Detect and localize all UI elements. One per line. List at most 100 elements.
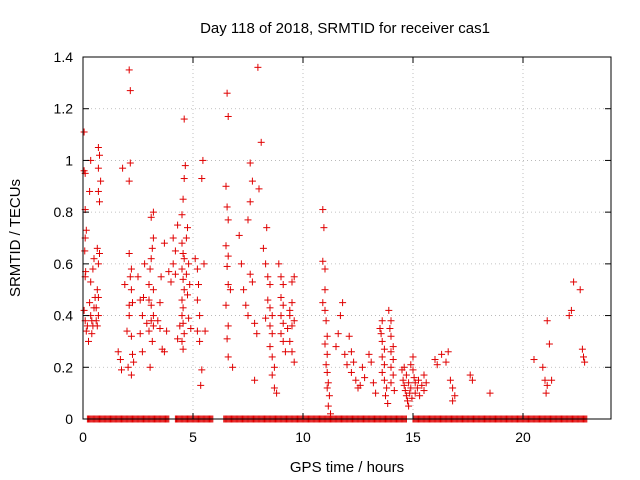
data-point xyxy=(226,286,234,294)
data-point xyxy=(387,363,395,371)
data-point xyxy=(185,260,193,268)
data-point xyxy=(336,312,344,320)
data-point xyxy=(581,358,589,366)
data-point xyxy=(96,250,103,258)
data-point xyxy=(86,187,94,195)
data-point xyxy=(376,325,384,332)
data-point xyxy=(93,322,101,330)
data-point xyxy=(224,252,232,260)
data-point xyxy=(279,319,287,327)
data-point xyxy=(264,273,272,281)
data-point xyxy=(146,265,154,273)
data-point xyxy=(290,273,298,281)
data-point xyxy=(179,319,187,327)
data-point xyxy=(442,358,450,366)
data-point xyxy=(409,366,417,374)
data-point xyxy=(415,376,422,384)
data-point xyxy=(389,356,397,364)
data-point xyxy=(347,368,355,376)
data-point xyxy=(277,293,285,301)
data-point xyxy=(251,319,259,327)
data-point xyxy=(141,260,149,268)
data-point xyxy=(93,286,101,294)
data-point xyxy=(268,312,276,320)
data-point xyxy=(160,239,168,247)
data-point xyxy=(378,337,386,345)
data-point xyxy=(182,270,190,278)
data-point xyxy=(254,63,262,71)
data-point xyxy=(431,356,439,364)
data-point xyxy=(367,358,375,366)
data-point xyxy=(319,257,327,265)
data-point xyxy=(149,208,157,216)
x-tick-label: 5 xyxy=(189,429,197,445)
data-point xyxy=(288,299,296,307)
data-point xyxy=(404,397,411,405)
data-point xyxy=(264,296,272,304)
data-point xyxy=(121,281,129,289)
data-point xyxy=(324,402,332,410)
data-point xyxy=(196,337,204,345)
data-point xyxy=(386,325,394,332)
data-point xyxy=(169,234,177,242)
data-point xyxy=(80,306,88,314)
data-point xyxy=(149,312,157,320)
data-point xyxy=(543,317,551,325)
data-point xyxy=(279,301,287,309)
data-point xyxy=(279,337,287,345)
data-point xyxy=(223,89,231,97)
data-point xyxy=(180,115,188,123)
data-point xyxy=(187,325,195,332)
data-point xyxy=(86,299,94,307)
data-point xyxy=(378,317,386,325)
data-point xyxy=(246,159,254,167)
data-point xyxy=(94,187,102,195)
data-point xyxy=(114,348,122,356)
data-point xyxy=(352,376,360,384)
data-point xyxy=(273,389,281,397)
data-point xyxy=(286,337,294,345)
data-point xyxy=(178,296,186,304)
data-point xyxy=(222,242,230,250)
data-point xyxy=(449,384,457,392)
data-point xyxy=(420,371,428,379)
data-point xyxy=(433,361,441,369)
data-point xyxy=(125,301,133,309)
data-point xyxy=(288,348,296,356)
data-point xyxy=(125,66,133,74)
data-point xyxy=(268,353,276,361)
data-point xyxy=(94,293,102,301)
data-point xyxy=(279,281,287,289)
data-point xyxy=(157,273,165,281)
y-tick-label: 0.8 xyxy=(54,204,74,220)
data-point xyxy=(198,175,206,183)
data-point xyxy=(350,358,358,366)
data-point xyxy=(147,213,155,221)
y-tick-label: 1.4 xyxy=(54,49,74,65)
data-point xyxy=(130,358,138,366)
data-point xyxy=(341,350,349,358)
data-point xyxy=(321,265,329,273)
data-point xyxy=(147,301,155,309)
data-point xyxy=(94,164,102,172)
data-point xyxy=(387,332,395,340)
data-point xyxy=(178,239,186,247)
data-point xyxy=(486,389,494,397)
data-point xyxy=(408,394,416,402)
data-point xyxy=(178,312,186,320)
data-point xyxy=(389,343,397,351)
data-point xyxy=(380,345,388,353)
data-point xyxy=(224,216,232,224)
data-point xyxy=(290,317,298,325)
data-point xyxy=(339,299,347,307)
data-point xyxy=(143,319,151,327)
data-point xyxy=(390,387,398,395)
data-point xyxy=(96,151,103,159)
data-point xyxy=(387,348,395,356)
data-point xyxy=(257,138,265,146)
data-point xyxy=(539,363,547,371)
data-point xyxy=(530,356,538,364)
data-point xyxy=(199,156,207,164)
axis-ticks: 0 0.2 0.4 0.6 0.8 1 1.2 1.4 0 5 10 15 20 xyxy=(54,49,611,445)
